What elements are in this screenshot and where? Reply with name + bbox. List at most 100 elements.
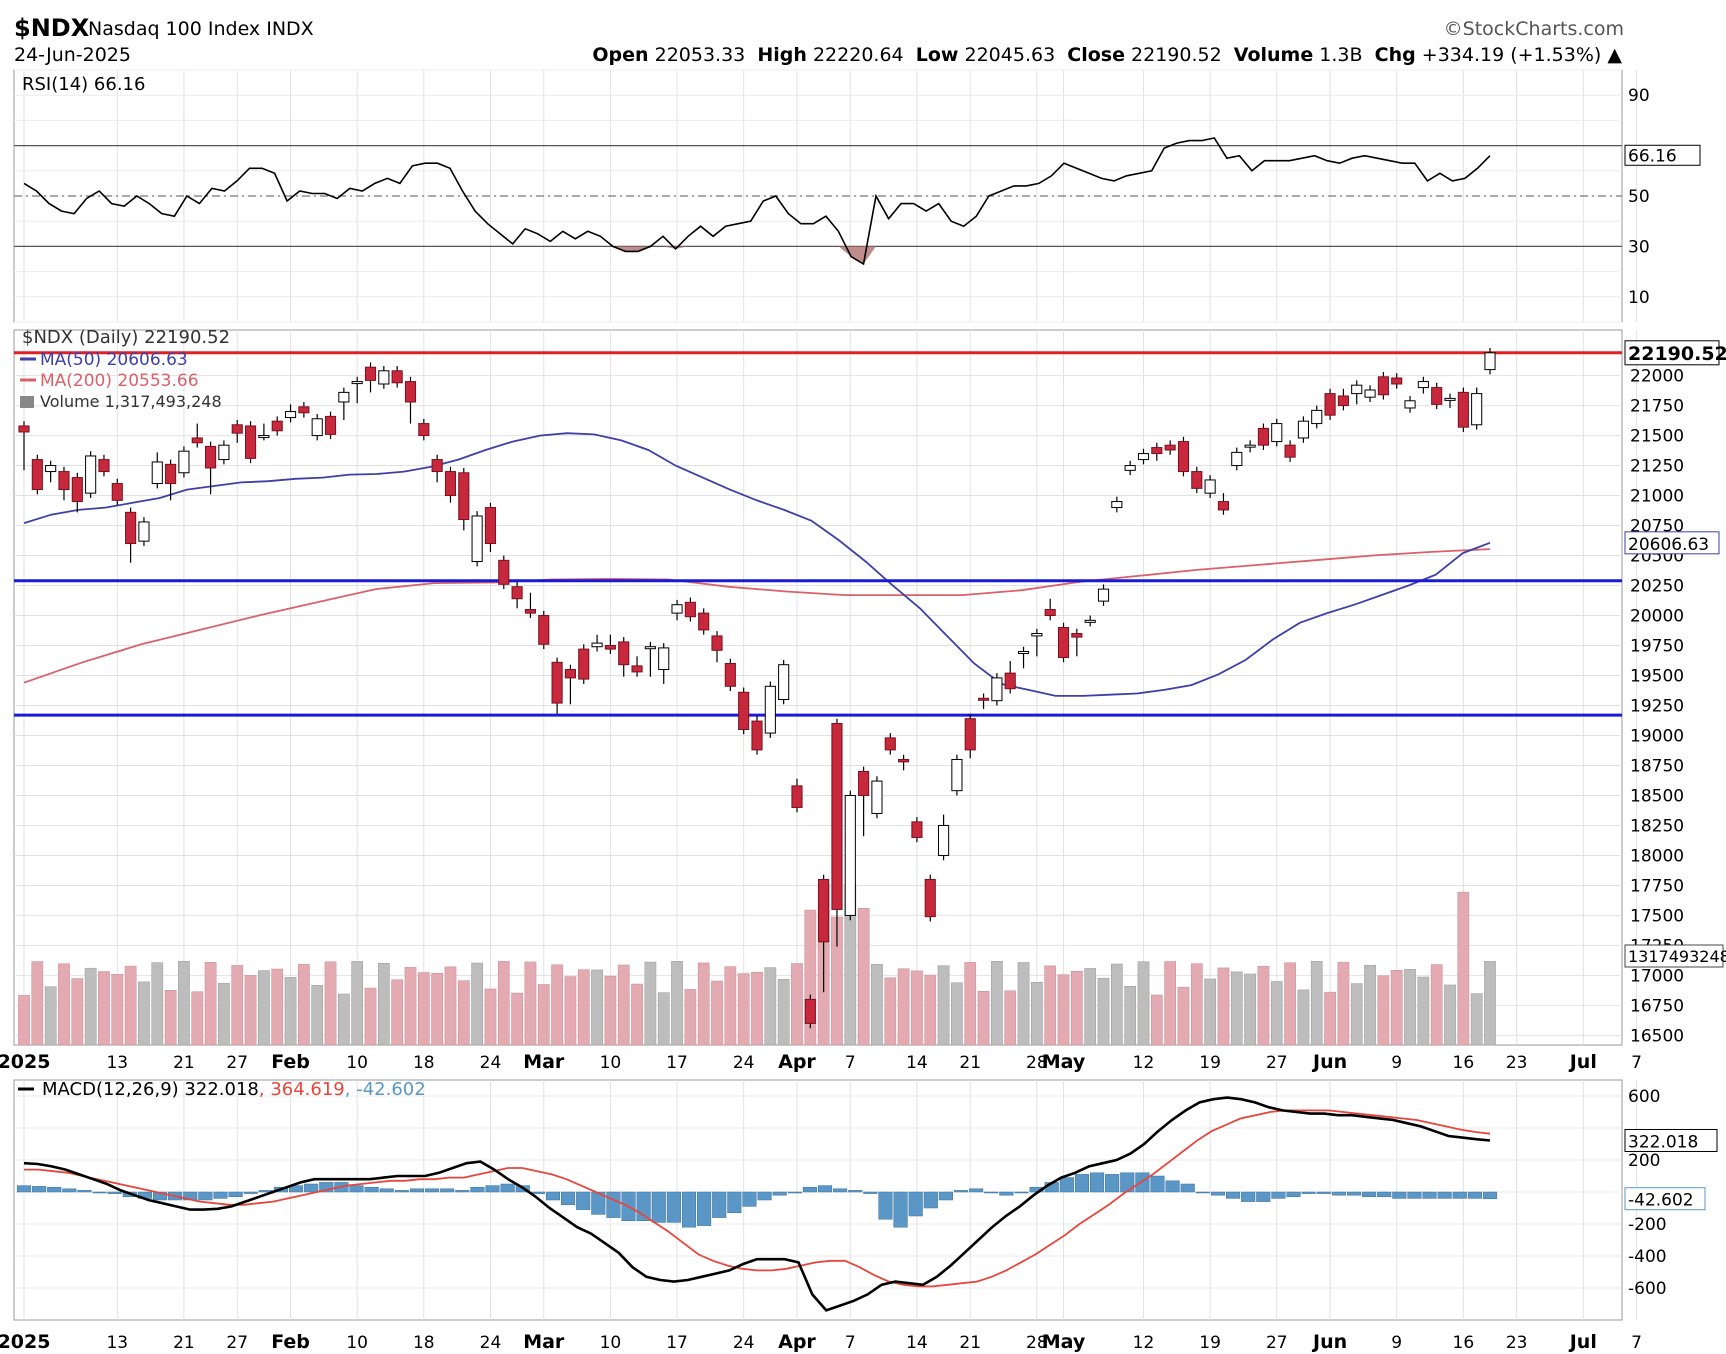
volume-bar [791,963,803,1046]
volume-bar [444,966,457,1046]
candle [698,612,710,631]
candle [1417,381,1429,389]
macd-histogram-bar [1377,1191,1392,1198]
macd-y-tick: -600 [1628,1279,1667,1299]
macd-histogram-bar [243,1191,258,1194]
candle [284,411,297,419]
candle [178,450,190,474]
macd-histogram-bar [953,1190,969,1193]
high-label: High [757,44,807,66]
volume-bar [164,990,177,1046]
price-y-tick: 17000 [1630,966,1684,986]
candle [218,444,230,461]
candle [1284,444,1296,458]
candle [338,391,350,403]
macd-histogram-bar [16,1185,32,1193]
price-y-tick: 18000 [1630,846,1684,866]
index-name: Nasdaq 100 Index INDX [88,18,314,40]
volume-bar [1204,978,1216,1046]
candle [58,471,70,491]
macd-histogram-bar [651,1191,666,1223]
x-tick-label: 14 [906,1333,928,1353]
volume-bar [924,974,937,1046]
macd-histogram-bar [1135,1172,1150,1193]
candle [1084,619,1096,623]
last-price-box [1624,340,1720,366]
x-tick-label: 21 [959,1053,981,1073]
macd-histogram-bar [425,1188,440,1193]
volume-bar [471,962,483,1046]
x-tick-label: Jul [1568,1331,1597,1353]
volume-bar [1270,981,1283,1046]
volume-bar [551,964,563,1046]
rsi-last-label: 66.16 [1628,146,1677,166]
x-tick-label: 10 [346,1053,368,1073]
volume-bar [711,980,723,1046]
candle [1164,444,1176,451]
price-y-tick: 16750 [1630,996,1684,1016]
volume-bar [1470,993,1483,1046]
macd-histogram-bar [394,1190,409,1193]
macd-histogram-bar [440,1188,455,1193]
volume-bar [404,967,417,1046]
candle [138,521,150,542]
candle [45,465,57,473]
macd-histogram-bar [742,1191,757,1207]
volume-bar [1390,970,1403,1046]
candle [1484,352,1496,371]
price-y-tick: 22000 [1630,367,1684,387]
macd-histogram-bar [1074,1174,1089,1193]
candle [1204,479,1216,494]
volume-bar [364,987,377,1046]
macd-histogram-bar [923,1191,938,1209]
macd-histogram-bar [772,1191,787,1196]
macd-histogram-bar [817,1185,833,1193]
open-value: 22053.33 [654,44,746,66]
rsi-y-tick: 10 [1628,288,1650,308]
volume-bar [84,967,97,1046]
price-y-tick: 17750 [1630,876,1684,896]
x-tick-label: 7 [1631,1333,1642,1353]
volume-bar [524,961,537,1046]
volume-bar [124,965,137,1046]
candle [125,511,137,545]
candle [1057,627,1070,659]
candle [378,370,390,385]
macd-histogram-bar [1105,1174,1120,1193]
candle [165,463,177,485]
close-value: 22190.52 [1131,44,1222,66]
x-tick-label: 7 [845,1333,856,1353]
close-label: Close [1067,44,1125,66]
x-tick-label: 17 [666,1333,688,1353]
macd-histogram-bar [1195,1191,1210,1194]
x-tick-label: Jun [1311,1051,1347,1073]
volume-bar [284,977,297,1046]
index-title: Nasdaq 100 Index [88,18,261,40]
rsi-line [23,137,1491,266]
volume-value-label: 1317493248 [1628,947,1726,966]
macd-histogram-bar [77,1190,92,1193]
volume-bar [311,985,324,1046]
open-label: Open [592,44,649,66]
candle [498,559,510,585]
candle [298,406,310,414]
x-tick-label: 28 [1026,1333,1048,1353]
volume-bar [604,975,617,1046]
macd-histogram-bar [1346,1191,1362,1196]
ma50-line [23,432,1491,697]
macd-histogram-bar [561,1191,576,1206]
macd-histogram-bar [1165,1180,1180,1193]
candle [1111,501,1123,509]
volume-bar [617,964,630,1046]
candle [751,720,763,751]
x-tick-label: Jul [1568,1051,1597,1073]
candle [231,424,243,434]
x-tick-label: 10 [600,1053,622,1073]
macd-histogram-bar [455,1190,470,1193]
candle [658,647,670,671]
macd-histogram-bar [606,1191,621,1218]
candle [1471,393,1483,426]
macd-signal-line [24,1109,1491,1288]
candle [391,370,403,384]
